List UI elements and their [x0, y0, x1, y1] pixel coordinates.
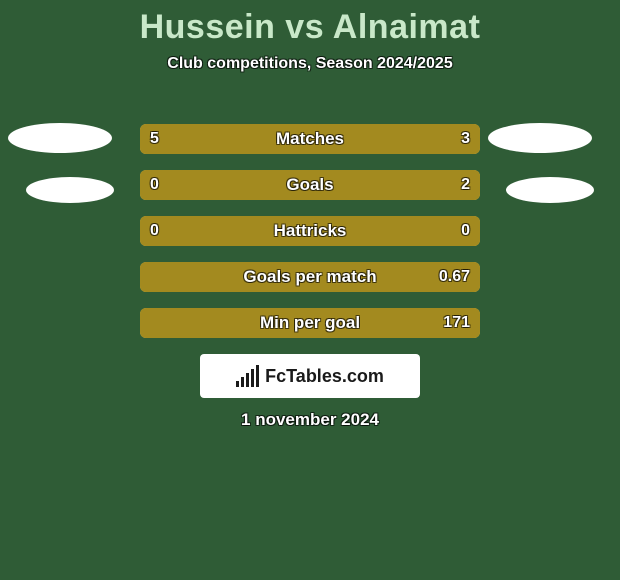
page-title: Hussein vs Alnaimat — [0, 0, 620, 47]
subtitle: Club competitions, Season 2024/2025 — [0, 55, 620, 73]
stat-bar-left-fill — [140, 124, 353, 154]
stat-bar-left-fill — [140, 308, 480, 338]
logo-bars-icon — [236, 365, 259, 387]
player-placeholder-ellipse — [506, 177, 594, 203]
stat-bar-track — [140, 124, 480, 154]
stat-bar-left-fill — [140, 216, 480, 246]
stat-bar-right-fill — [201, 170, 480, 200]
logo-text: FcTables.com — [265, 366, 384, 387]
player-placeholder-ellipse — [8, 123, 112, 153]
comparison-infographic: Hussein vs Alnaimat Club competitions, S… — [0, 0, 620, 580]
player-placeholder-ellipse — [26, 177, 114, 203]
stat-bar-track — [140, 308, 480, 338]
stat-bar-track — [140, 262, 480, 292]
fctables-logo: FcTables.com — [200, 354, 420, 398]
stat-bar-right-fill — [353, 124, 481, 154]
stat-bar-track — [140, 170, 480, 200]
player-placeholder-ellipse — [488, 123, 592, 153]
stat-bar-left-fill — [140, 170, 201, 200]
stat-bar-track — [140, 216, 480, 246]
stat-bar-left-fill — [140, 262, 480, 292]
date-line: 1 november 2024 — [0, 410, 620, 430]
